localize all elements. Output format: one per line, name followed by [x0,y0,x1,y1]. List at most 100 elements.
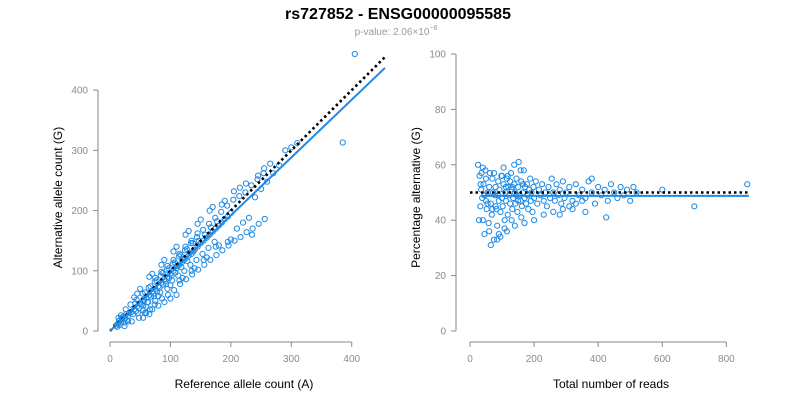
data-point [282,147,289,154]
data-point [500,164,507,171]
data-point [251,194,259,201]
data-point [617,183,624,191]
data-point [488,211,495,218]
data-point [523,181,531,188]
data-point [205,244,212,251]
data-point [493,206,500,213]
data-point [177,280,184,288]
data-point [485,219,492,227]
x-tick-label: 200 [526,354,543,365]
data-point [125,318,132,325]
data-point [477,203,484,210]
data-point [480,181,487,188]
data-point [236,184,243,191]
data-point [112,322,120,329]
data-point [478,170,485,177]
x-tick-label: 800 [718,354,735,365]
data-point [146,273,153,280]
y-tick-label: 100 [429,50,446,61]
data-point [514,208,521,215]
data-point [511,222,519,229]
data-point [176,250,183,257]
data-point [521,219,528,227]
data-point [527,197,535,204]
data-point [171,287,178,294]
data-point [579,197,586,204]
x-tick-label: 300 [283,354,300,365]
data-point [206,207,213,214]
data-point [553,181,560,188]
left-fit-line [109,67,386,332]
data-point [219,247,226,254]
data-point [158,261,165,268]
x-tick-label: 0 [107,354,113,365]
data-point [230,196,237,203]
data-point [149,270,156,277]
page-title: rs727852 - ENSG00000095585 [285,6,511,23]
data-point [490,236,498,243]
data-point [211,238,218,245]
data-point [167,295,174,302]
data-point [479,164,486,171]
data-point [501,217,508,224]
data-point [558,200,565,207]
data-point [482,175,490,182]
data-point [591,200,599,207]
data-point [194,230,201,237]
y-tick-label: 80 [435,105,447,116]
y-tick-label: 20 [435,271,447,282]
data-point [487,200,494,207]
data-point [227,236,234,243]
data-point [572,200,579,207]
data-point [255,220,262,227]
data-point [566,203,573,210]
data-point [551,197,559,204]
data-point [494,236,501,243]
data-point [504,172,511,179]
data-point [195,266,202,273]
data-point [145,299,152,306]
data-point [503,228,510,235]
data-point [479,217,486,224]
data-point [604,197,611,204]
data-point [121,323,128,330]
data-point [595,183,602,191]
data-point [151,301,158,308]
data-point [540,211,547,218]
data-point [173,291,180,298]
data-point [189,271,196,278]
data-point [530,183,537,191]
data-point [569,197,576,204]
data-point [532,178,539,185]
data-point [164,262,171,270]
data-point [513,175,520,182]
data-point [151,293,158,300]
data-point [134,309,141,316]
data-point [183,276,190,283]
x-tick-label: 400 [590,354,607,365]
data-point [133,296,140,303]
data-point [239,219,247,226]
data-point [545,183,552,191]
data-point [520,167,527,174]
data-point [483,206,490,213]
data-point [518,214,525,221]
data-point [515,158,522,166]
data-point [588,175,595,182]
data-point [494,222,501,229]
data-point [209,203,216,211]
data-point [339,139,346,146]
data-point [249,225,256,232]
data-point [149,306,156,313]
data-point [163,280,170,288]
data-point [497,208,504,215]
data-point [540,197,547,204]
data-point [486,170,493,177]
data-point [161,256,168,263]
data-point [159,270,166,277]
data-point [182,243,189,250]
data-point [607,181,615,188]
data-point [691,203,698,210]
data-point [157,289,164,296]
